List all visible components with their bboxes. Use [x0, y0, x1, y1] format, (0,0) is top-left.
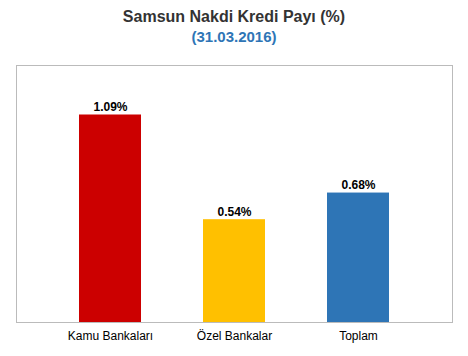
svg-text:Özel Bankalar: Özel Bankalar — [197, 329, 272, 343]
svg-text:0.68%: 0.68% — [341, 178, 375, 192]
html-text:(31.03.2016): (31.03.2016) — [191, 28, 277, 45]
svg-text:1.09%: 1.09% — [93, 100, 127, 114]
svg-text:Kamu Bankaları: Kamu Bankaları — [68, 329, 153, 343]
svg-text:0.54%: 0.54% — [217, 205, 251, 219]
html-text:Samsun Nakdi Kredi Payı (%): Samsun Nakdi Kredi Payı (%) — [122, 8, 346, 25]
svg-text:Toplam: Toplam — [339, 329, 378, 343]
